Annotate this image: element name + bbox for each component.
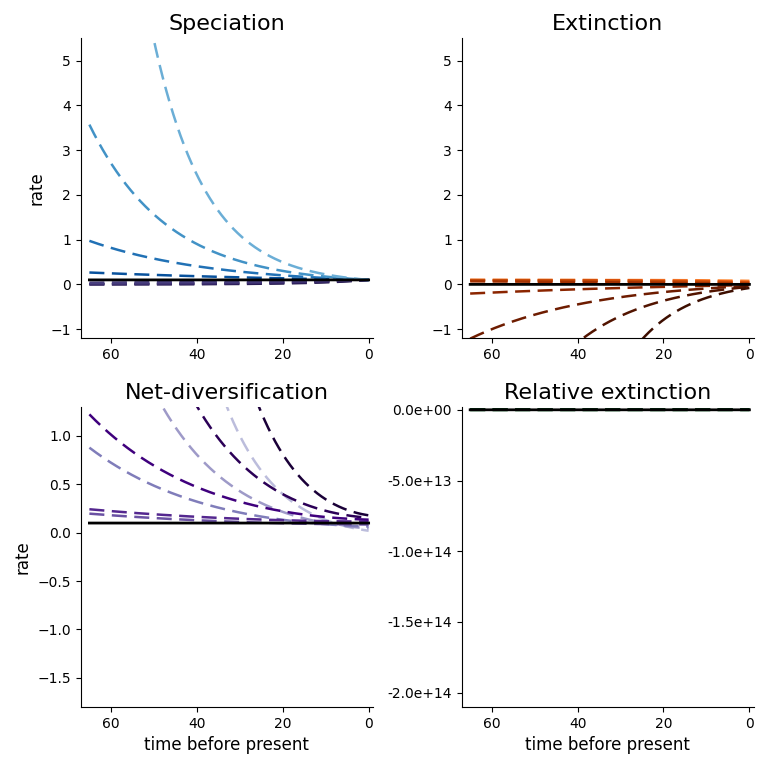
Title: Net-diversification: Net-diversification: [125, 382, 329, 402]
Title: Relative extinction: Relative extinction: [504, 382, 711, 402]
Title: Extinction: Extinction: [552, 14, 664, 34]
Y-axis label: rate: rate: [27, 171, 45, 205]
X-axis label: time before present: time before present: [144, 736, 310, 754]
Title: Speciation: Speciation: [168, 14, 285, 34]
X-axis label: time before present: time before present: [525, 736, 690, 754]
Y-axis label: rate: rate: [14, 540, 32, 574]
